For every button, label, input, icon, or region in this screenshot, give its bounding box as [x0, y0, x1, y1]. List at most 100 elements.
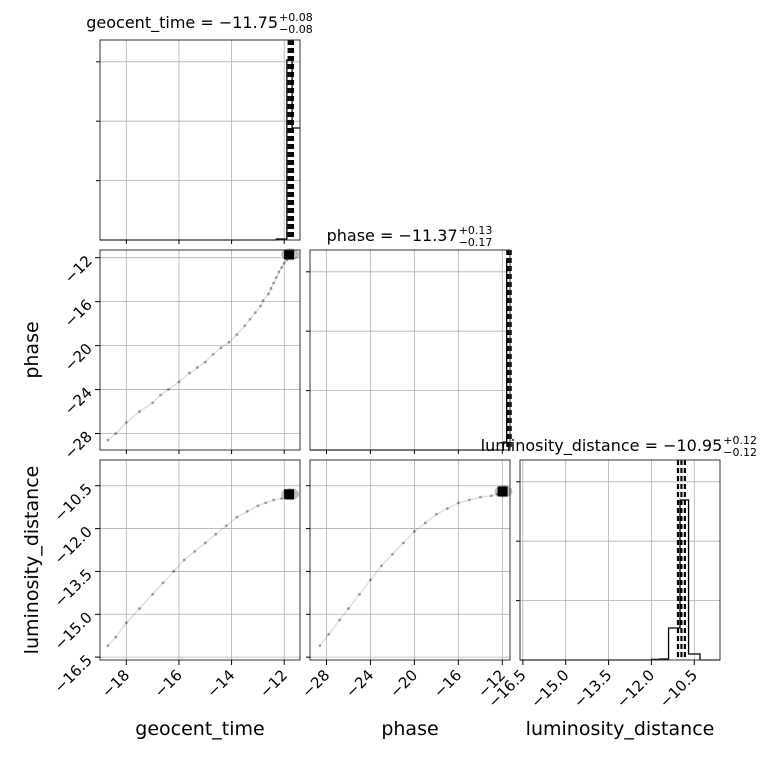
tick-label-x: −12.0: [613, 666, 658, 711]
scatter-point: [243, 324, 247, 328]
tick-label-x: −14: [203, 666, 238, 701]
axis-label-x-luminosity_distance: luminosity_distance: [526, 718, 715, 740]
panel-phase-phase: [306, 249, 512, 451]
scatter-point: [259, 304, 262, 308]
tick-label-y: −13.5: [51, 566, 96, 611]
scatter-point: [159, 393, 162, 397]
scatter-point: [402, 541, 405, 545]
scatter-point: [338, 618, 342, 622]
density-core: [284, 489, 295, 500]
scatter-point: [177, 380, 181, 384]
scatter-point: [467, 498, 471, 502]
density-core: [497, 486, 508, 497]
scatter-point: [188, 371, 191, 375]
tick-label-y: −24: [61, 384, 96, 419]
scatter-point: [280, 497, 283, 500]
scatter-point: [369, 578, 372, 582]
scatter-point: [172, 570, 176, 573]
tick-label-x: −16: [151, 666, 186, 701]
scatter-point: [114, 432, 118, 435]
tick-label-x: −20: [386, 666, 421, 701]
axis-label-y-phase: phase: [21, 321, 43, 378]
panel-geocent_time-geocent_time: [96, 39, 301, 241]
tick-label-x: −24: [342, 666, 377, 701]
title-main: luminosity_distance = −10.95: [481, 436, 723, 456]
scatter-point: [235, 333, 239, 337]
title-phase: phase = −11.37 +0.13−0.17: [327, 224, 493, 249]
scatter-point: [151, 401, 155, 405]
title-sup: +0.12: [723, 434, 757, 447]
scatter-point: [478, 495, 482, 499]
tick-label-y: −28: [61, 428, 96, 463]
title-sub: −0.08: [279, 23, 313, 36]
panel-background: [100, 40, 300, 240]
scatter-point: [245, 510, 249, 513]
scatter-point: [264, 501, 268, 505]
scatter-point: [267, 292, 270, 296]
scatter-point: [106, 644, 110, 648]
tick-label-x: −12: [256, 666, 291, 701]
panel-frame: [99, 459, 301, 661]
tick-label-y: −20: [61, 340, 96, 375]
panel-frame: [519, 459, 721, 661]
scatter-point: [282, 261, 286, 265]
scatter-point: [274, 276, 278, 279]
tick-label-y: −15.0: [51, 608, 96, 653]
scatter-trace: [107, 493, 293, 647]
scatter-point: [256, 504, 260, 508]
axis-label-y-luminosity_distance: luminosity_distance: [21, 466, 43, 655]
tick-label-y: −16: [61, 296, 96, 331]
title-sup: +0.08: [279, 11, 313, 24]
scatter-point: [193, 550, 197, 553]
scatter-point: [277, 270, 281, 274]
scatter-point: [167, 388, 170, 391]
panel-luminosity_distance-luminosity_distance: [516, 459, 721, 661]
tick-label-y: −12: [61, 252, 96, 287]
axis-label-x-geocent_time: geocent_time: [135, 718, 264, 740]
panel-luminosity_distance-phase: [309, 459, 513, 661]
scatter-point: [272, 281, 276, 285]
tick-label-y: −16.5: [51, 651, 96, 696]
title-sub: −0.17: [459, 236, 493, 249]
scatter-point: [318, 644, 322, 648]
scatter-trace: [319, 490, 506, 647]
panel-background: [100, 250, 300, 450]
panel-background: [310, 460, 510, 660]
scatter-point: [224, 524, 228, 528]
scatter-point: [423, 521, 427, 525]
scatter-point: [358, 592, 361, 596]
scatter-point: [272, 498, 276, 502]
scatter-point: [124, 421, 128, 424]
panel-phase-geocent_time: [99, 248, 301, 451]
scatter-point: [114, 635, 118, 639]
tick-label-x: −13.5: [570, 666, 615, 711]
scatter-point: [219, 346, 223, 350]
scatter-point: [347, 607, 350, 610]
panel-frame: [99, 249, 301, 451]
scatter-point: [227, 340, 231, 344]
panel-background: [310, 250, 510, 450]
scatter-point: [434, 512, 438, 516]
scatter-point: [195, 366, 199, 369]
scatter-trace: [107, 253, 293, 441]
panel-luminosity_distance-geocent_time: [99, 459, 301, 661]
tick-label-y: −10.5: [51, 480, 96, 525]
density-core: [284, 249, 295, 260]
scatter-point: [138, 410, 141, 413]
panel-frame: [309, 459, 511, 661]
scatter-point: [327, 632, 331, 636]
scatter-point: [203, 360, 207, 364]
scatter-point: [235, 515, 239, 519]
panel-frame: [309, 249, 511, 451]
scatter-point: [161, 581, 165, 585]
scatter-point: [456, 501, 460, 505]
tick-label-y: −12.0: [51, 523, 96, 568]
scatter-point: [269, 287, 273, 290]
tick-label-x: −16: [430, 666, 465, 701]
scatter-point: [412, 530, 416, 533]
scatter-point: [253, 311, 257, 315]
title-main: geocent_time = −11.75: [86, 13, 278, 33]
histogram-luminosity_distance: [520, 499, 720, 661]
tick-label-x: −10.5: [656, 666, 701, 711]
panel-background: [520, 460, 720, 660]
